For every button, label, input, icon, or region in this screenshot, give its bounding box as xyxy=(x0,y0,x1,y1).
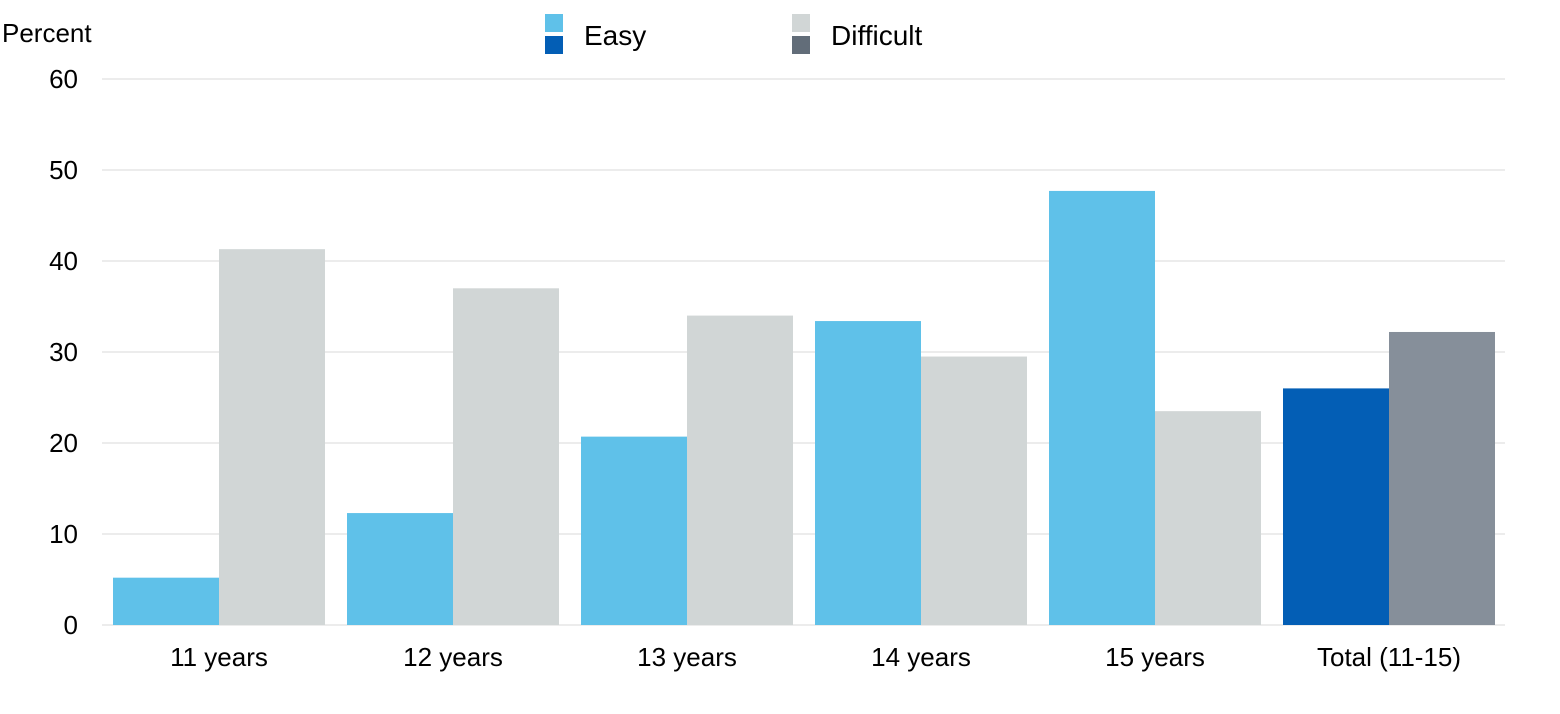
y-tick-label: 10 xyxy=(49,519,78,549)
bar-easy-5 xyxy=(1283,388,1389,625)
bar-difficult-5 xyxy=(1389,331,1495,625)
legend-swatch-light xyxy=(545,14,563,32)
x-tick-label: 14 years xyxy=(871,642,971,672)
y-tick-label: 20 xyxy=(49,428,78,458)
x-tick-label: 12 years xyxy=(403,642,503,672)
bar-difficult-3 xyxy=(921,356,1027,625)
y-tick-label: 30 xyxy=(49,337,78,367)
y-axis-ticks: 0 10 20 30 40 50 60 xyxy=(49,64,78,640)
x-axis-ticks: 11 years 12 years 13 years 14 years 15 years… xyxy=(170,642,1461,672)
legend-label: Difficult xyxy=(831,20,923,51)
legend: Easy Difficult xyxy=(545,14,923,54)
legend-label: Easy xyxy=(584,20,646,51)
gridlines xyxy=(102,78,1505,626)
x-tick-label: Total (11-15) xyxy=(1317,642,1461,672)
bars xyxy=(113,190,1495,626)
bar-difficult-2 xyxy=(687,315,793,625)
y-tick-label: 50 xyxy=(49,155,78,185)
y-tick-label: 0 xyxy=(64,610,78,640)
bar-easy-1 xyxy=(347,513,453,625)
bar-easy-4 xyxy=(1049,190,1155,625)
y-tick-label: 40 xyxy=(49,246,78,276)
legend-swatch-dark xyxy=(792,36,810,54)
legend-item-easy: Easy xyxy=(545,14,646,54)
bar-difficult-1 xyxy=(453,288,559,625)
legend-swatch-dark xyxy=(545,36,563,54)
bar-easy-2 xyxy=(581,436,687,625)
y-axis-label: Percent xyxy=(2,18,92,48)
legend-item-difficult: Difficult xyxy=(792,14,923,54)
bar-easy-0 xyxy=(113,577,219,625)
bar-easy-3 xyxy=(815,321,921,625)
legend-swatch-light xyxy=(792,14,810,32)
x-tick-label: 15 years xyxy=(1105,642,1205,672)
bar-difficult-4 xyxy=(1155,411,1261,625)
bar-difficult-0 xyxy=(219,249,325,626)
x-tick-label: 13 years xyxy=(637,642,737,672)
y-tick-label: 60 xyxy=(49,64,78,94)
x-tick-label: 11 years xyxy=(170,642,268,672)
